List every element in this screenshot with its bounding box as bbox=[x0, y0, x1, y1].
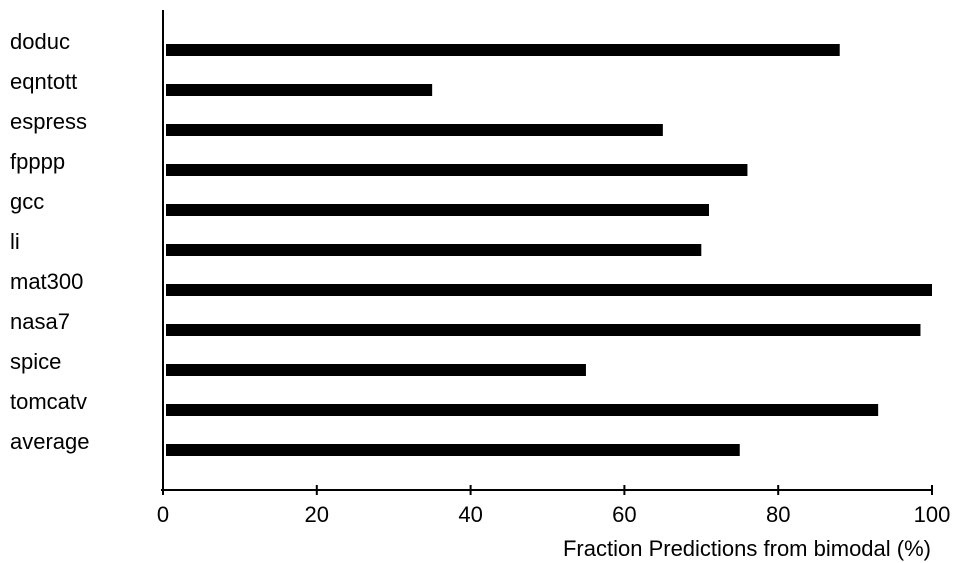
category-label-gcc: gcc bbox=[10, 189, 44, 214]
category-label-mat300: mat300 bbox=[10, 269, 83, 294]
x-tick-label-20: 20 bbox=[305, 502, 329, 527]
category-label-tomcatv: tomcatv bbox=[10, 389, 87, 414]
category-label-espress: espress bbox=[10, 109, 87, 134]
bar-mat300 bbox=[166, 284, 932, 296]
bar-tomcatv bbox=[166, 404, 879, 416]
x-tick-label-60: 60 bbox=[612, 502, 636, 527]
category-label-spice: spice bbox=[10, 349, 61, 374]
x-ticks: 0 20 40 60 80 100 bbox=[157, 485, 950, 527]
bar-doduc bbox=[166, 44, 840, 56]
category-label-fpppp: fpppp bbox=[10, 149, 65, 174]
bar-fpppp bbox=[166, 164, 748, 176]
bar-li bbox=[166, 244, 702, 256]
bar-espress bbox=[166, 124, 663, 136]
category-labels: doduc eqntott espress fpppp gcc li mat300 nasa7… bbox=[10, 29, 90, 454]
x-tick-label-80: 80 bbox=[766, 502, 790, 527]
bars bbox=[166, 44, 932, 456]
x-tick-label-40: 40 bbox=[458, 502, 482, 527]
category-label-nasa7: nasa7 bbox=[10, 309, 70, 334]
bar-eqntott bbox=[166, 84, 433, 96]
bar-nasa7 bbox=[166, 324, 921, 336]
bar-average bbox=[166, 444, 740, 456]
x-tick-label-0: 0 bbox=[157, 502, 169, 527]
x-tick-label-100: 100 bbox=[914, 502, 951, 527]
category-label-doduc: doduc bbox=[10, 29, 70, 54]
category-label-average: average bbox=[10, 429, 90, 454]
bar-spice bbox=[166, 364, 586, 376]
category-label-eqntott: eqntott bbox=[10, 69, 77, 94]
x-axis-title: Fraction Predictions from bimodal (%) bbox=[563, 536, 931, 561]
category-label-li: li bbox=[10, 229, 20, 254]
bar-gcc bbox=[166, 204, 709, 216]
